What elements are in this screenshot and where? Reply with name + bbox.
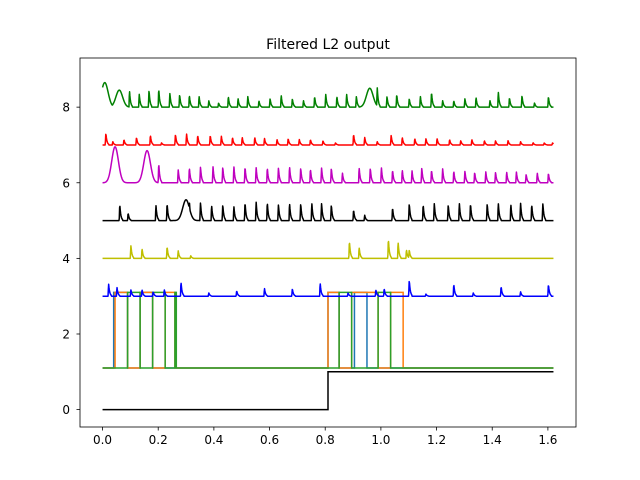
series-line-1 (101, 81, 554, 108)
y-tick-label: 8 (62, 101, 70, 115)
x-tick-label: 1.4 (483, 433, 502, 447)
x-tick-label: 0.4 (204, 433, 223, 447)
step-series-line (102, 371, 554, 411)
x-tick-label: 0.8 (316, 433, 335, 447)
x-tick-label: 0.0 (93, 433, 112, 447)
pulse-series-line-2 (102, 291, 554, 369)
x-tick-label: 0.2 (149, 433, 168, 447)
x-tick-label: 1.6 (538, 433, 557, 447)
plot-area (101, 81, 555, 411)
series-line-4 (102, 199, 554, 222)
y-tick-label: 4 (62, 252, 70, 266)
axes-frame (79, 57, 577, 428)
y-tick-label: 6 (62, 176, 70, 190)
series-line-6 (102, 280, 554, 297)
x-tick-label: 1.0 (371, 433, 390, 447)
pulse-series-line-3 (102, 291, 554, 369)
chart-title: Filtered L2 output (266, 37, 390, 53)
x-axis: 0.0 0.2 0.4 0.6 0.8 1.0 1.2 1.4 1.6 (93, 427, 557, 447)
series-line-2 (102, 133, 555, 146)
y-axis: 0 2 4 6 8 (62, 101, 80, 417)
y-tick-label: 0 (62, 403, 70, 417)
series-line-5 (102, 240, 554, 260)
x-tick-label: 1.2 (427, 433, 446, 447)
series-line-3 (102, 146, 554, 184)
y-tick-label: 2 (62, 327, 70, 341)
x-tick-label: 0.6 (260, 433, 279, 447)
